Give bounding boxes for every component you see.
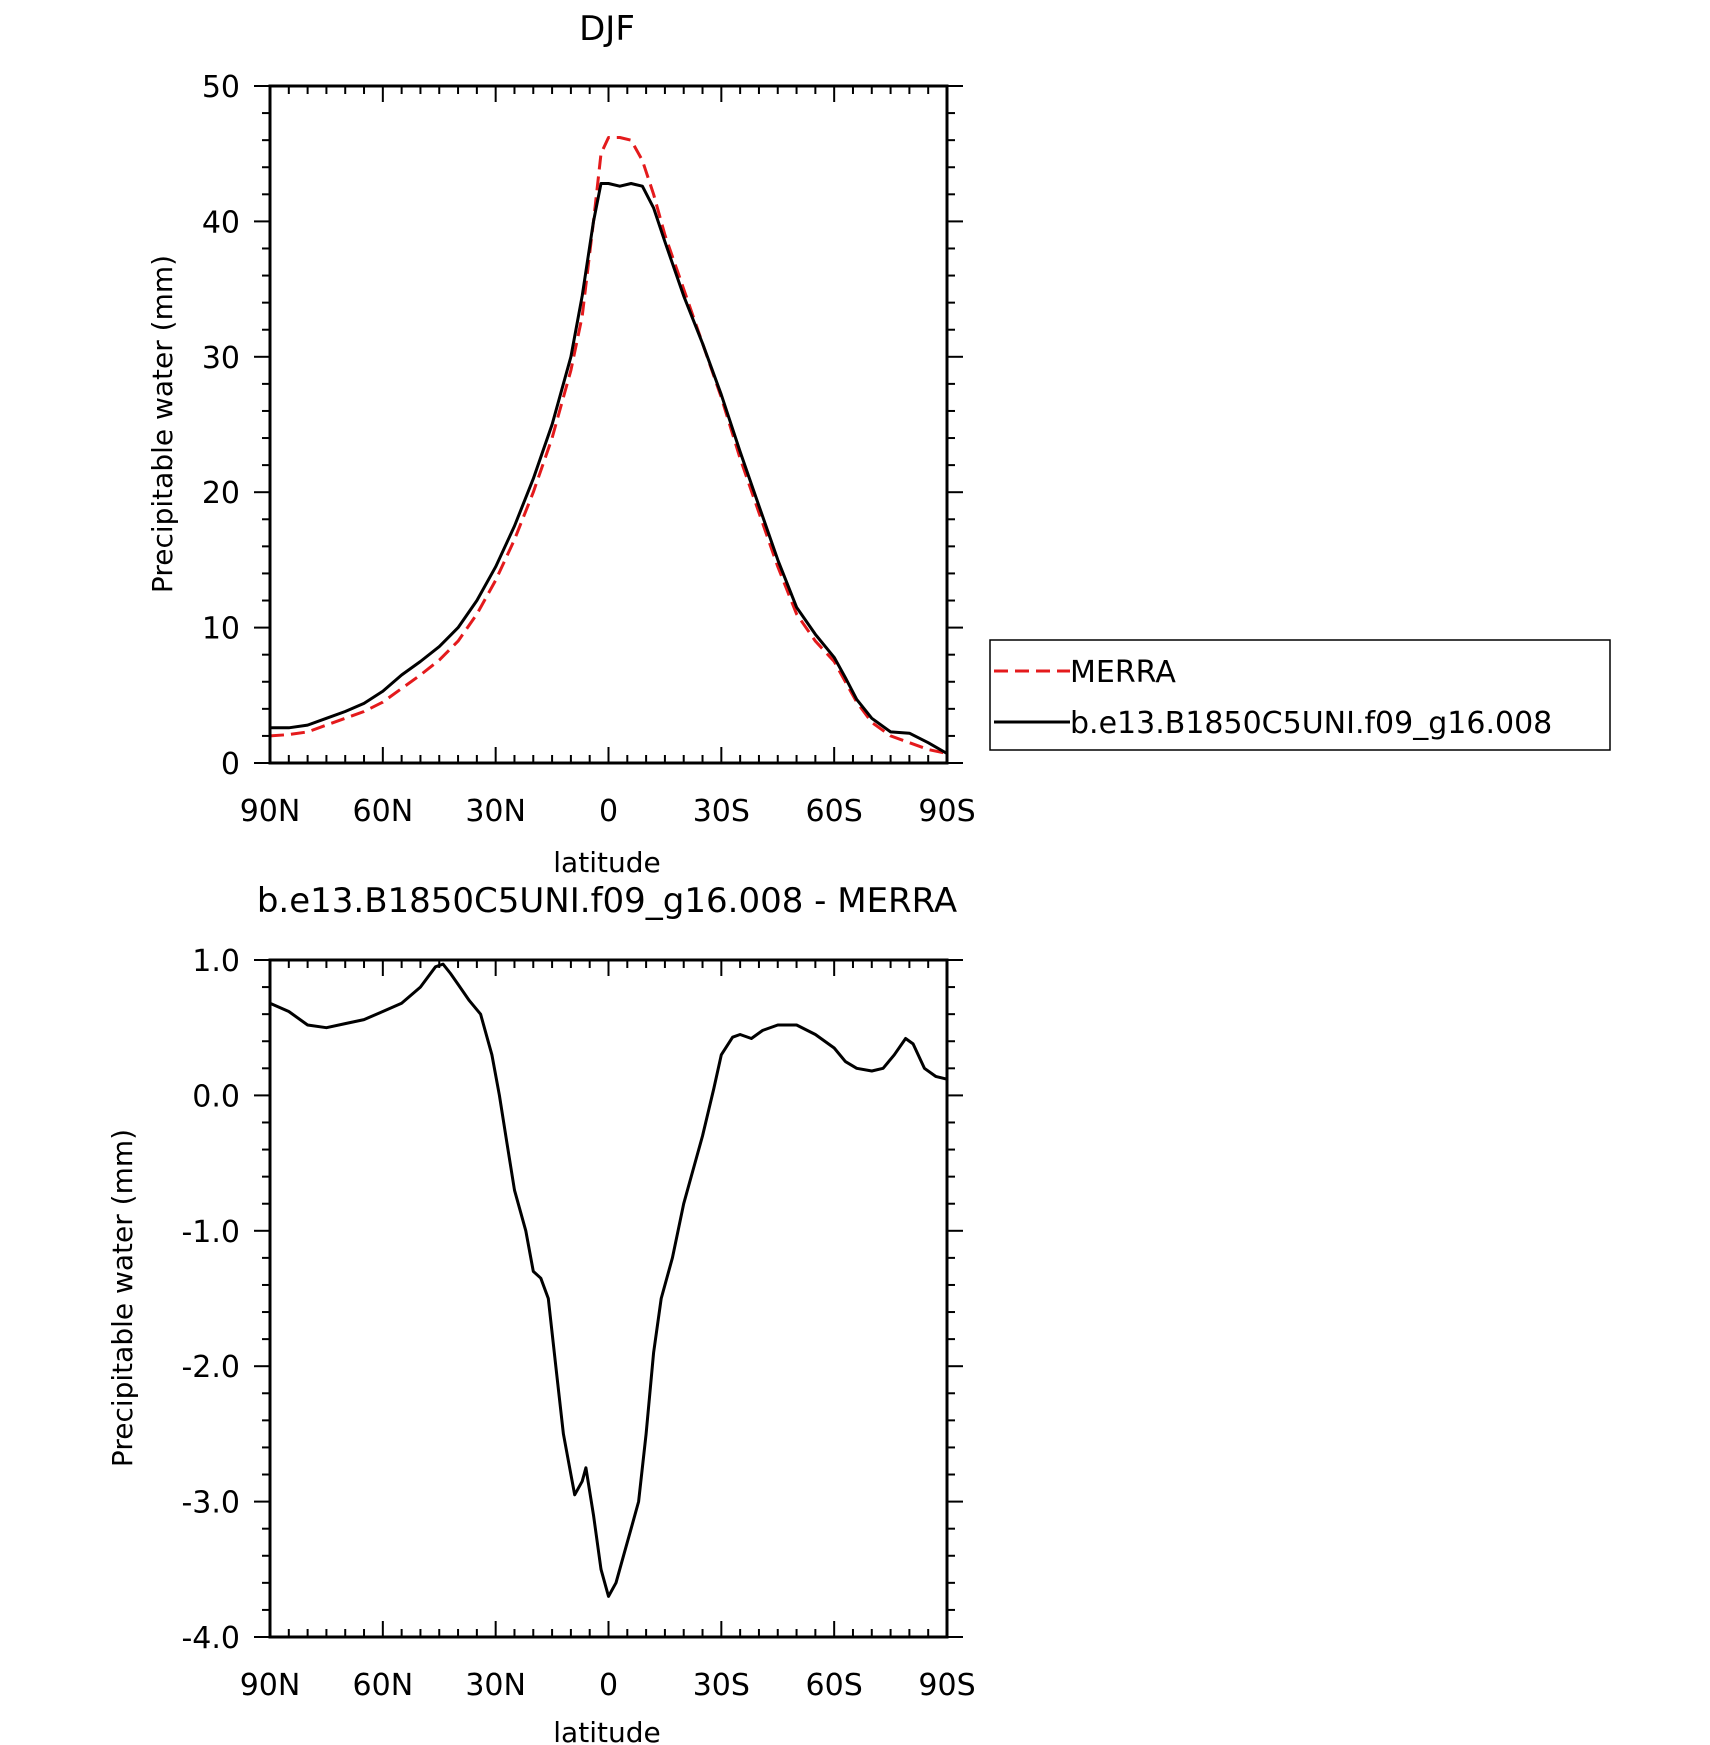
top-y-tick-label: 30 [202, 341, 240, 376]
bottom-chart-tick-labels: 90N 60N 30N 0 30S 60S 90S -4.0 -3.0 -2.0 -1.0 0.0 1.… [181, 944, 975, 1703]
bottom-chart-ticks [254, 959, 963, 1638]
bottom-x-tick-label: 30N [465, 1668, 526, 1703]
top-x-tick-label: 60S [806, 794, 863, 829]
bottom-x-tick-label: 60S [806, 1668, 863, 1703]
top-x-tick-label: 30S [693, 794, 750, 829]
bottom-y-tick-label: -4.0 [181, 1621, 240, 1656]
top-x-tick-label: 90N [240, 794, 301, 829]
bottom-y-tick-label: -3.0 [181, 1486, 240, 1521]
bottom-x-tick-label: 60N [353, 1668, 414, 1703]
bottom-chart-title: b.e13.B1850C5UNI.f09_g16.008 - MERRA [257, 881, 957, 921]
bottom-chart-lines [269, 962, 948, 1598]
top-y-tick-label: 40 [202, 205, 240, 240]
bottom-series-line-0 [269, 962, 948, 1598]
bottom-y-tick-label: -1.0 [181, 1215, 240, 1250]
top-x-tick-label: 0 [599, 794, 618, 829]
bottom-x-tick-label: 30S [693, 1668, 750, 1703]
top-chart-lines [269, 136, 948, 755]
top-x-tick-label: 60N [353, 794, 414, 829]
bottom-chart-panel: b.e13.B1850C5UNI.f09_g16.008 - MERRA 90N… [106, 881, 976, 1745]
top-series-line-1 [270, 182, 948, 755]
top-chart-title: DJF [579, 9, 635, 49]
top-chart-xlabel: latitude [553, 846, 660, 879]
top-chart-frame [268, 84, 949, 765]
top-y-tick-label: 0 [221, 747, 240, 782]
bottom-y-tick-label: -2.0 [181, 1350, 240, 1385]
bottom-x-tick-label: 90N [240, 1668, 301, 1703]
top-y-tick-label: 10 [202, 612, 240, 647]
top-x-tick-label: 90S [918, 794, 975, 829]
bottom-y-tick-label: 0.0 [192, 1079, 240, 1114]
bottom-y-tick-label: 1.0 [192, 944, 240, 979]
top-y-tick-label: 50 [202, 70, 240, 105]
legend: MERRA b.e13.B1850C5UNI.f09_g16.008 [989, 639, 1611, 751]
top-series-line-0 [269, 136, 948, 755]
bottom-x-tick-label: 90S [918, 1668, 975, 1703]
top-x-tick-label: 30N [465, 794, 526, 829]
bottom-x-tick-label: 0 [599, 1668, 618, 1703]
top-chart-ylabel: Precipitable water (mm) [146, 255, 179, 593]
top-chart-panel: DJF 90N 60N 30N 0 30S 60S 90S 0 10 20 30 40 50 latit… [146, 9, 1611, 879]
bottom-chart-xlabel: latitude [553, 1716, 660, 1745]
top-chart-ticks [254, 85, 963, 764]
bottom-chart-ylabel: Precipitable water (mm) [106, 1129, 139, 1467]
top-chart-tick-labels: 90N 60N 30N 0 30S 60S 90S 0 10 20 30 40 50 [202, 70, 976, 829]
top-y-tick-label: 20 [202, 476, 240, 511]
legend-label-merra: MERRA [1070, 655, 1176, 690]
legend-box [989, 639, 1611, 751]
bottom-chart-frame [268, 958, 949, 1639]
legend-label-model: b.e13.B1850C5UNI.f09_g16.008 [1070, 706, 1552, 741]
